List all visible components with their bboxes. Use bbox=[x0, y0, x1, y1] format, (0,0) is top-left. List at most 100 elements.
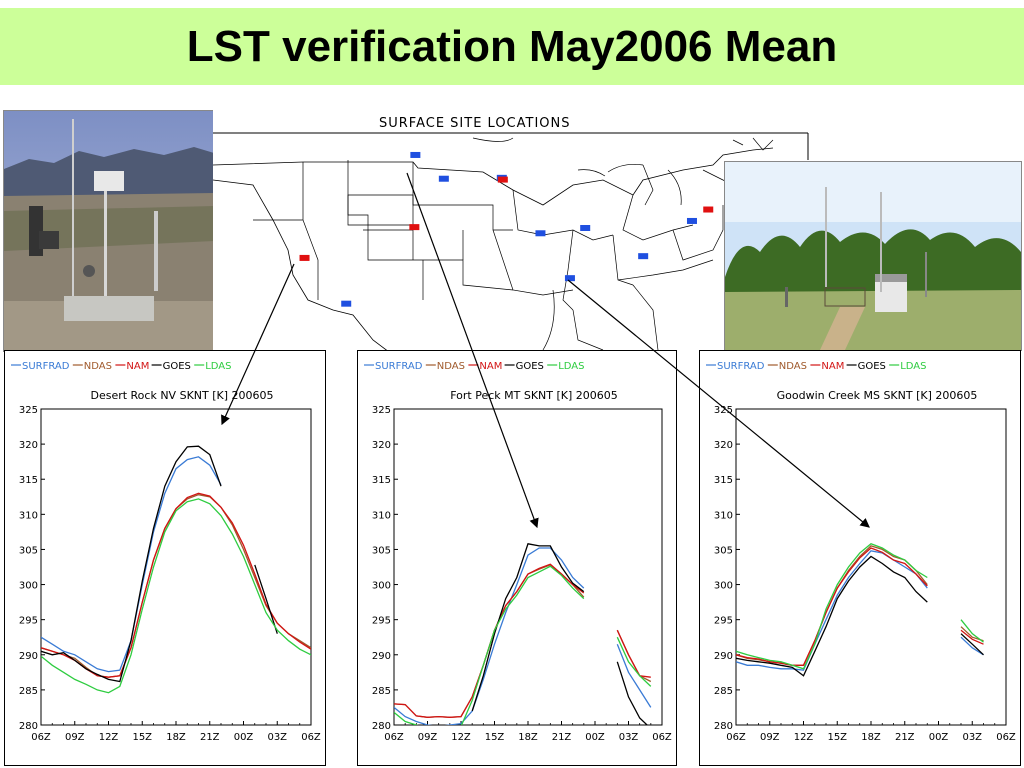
site-marker-9 bbox=[638, 253, 649, 260]
x-tick-label: 06Z bbox=[726, 732, 746, 743]
x-tick-label: 15Z bbox=[132, 732, 152, 743]
legend-label-ldas: LDAS bbox=[900, 361, 926, 372]
site-marker-11 bbox=[299, 254, 310, 261]
y-tick-label: 300 bbox=[714, 581, 733, 592]
slide-title: LST verification May2006 Mean bbox=[186, 21, 838, 71]
x-tick-label: 06Z bbox=[384, 732, 404, 743]
x-tick-label: 21Z bbox=[552, 732, 572, 743]
y-tick-label: 315 bbox=[372, 475, 391, 486]
x-tick-label: 00Z bbox=[234, 732, 254, 743]
series-line-nam bbox=[41, 492, 311, 678]
legend-label-ndas: NDAS bbox=[437, 361, 465, 372]
chart-title: Goodwin Creek MS SKNT [K] 200605 bbox=[777, 389, 978, 402]
grassland-site-photo bbox=[724, 161, 1022, 351]
site-marker-8 bbox=[703, 206, 714, 213]
x-tick-label: 15Z bbox=[485, 732, 505, 743]
y-tick-label: 320 bbox=[19, 440, 38, 451]
y-tick-label: 300 bbox=[372, 581, 391, 592]
series-line-ndas bbox=[394, 564, 652, 718]
y-tick-label: 285 bbox=[19, 686, 38, 697]
x-tick-label: 03Z bbox=[267, 732, 287, 743]
legend-label-ldas: LDAS bbox=[558, 361, 584, 372]
legend-label-surfrad: SURFRAD bbox=[22, 361, 70, 372]
x-tick-label: 03Z bbox=[962, 732, 982, 743]
y-tick-label: 280 bbox=[372, 721, 391, 732]
x-tick-label: 00Z bbox=[929, 732, 949, 743]
x-tick-label: 00Z bbox=[585, 732, 605, 743]
x-tick-label: 06Z bbox=[31, 732, 51, 743]
chart-desert-rock: SURFRAD NDAS NAM GOES LDAS Desert Rock NV SKN… bbox=[11, 361, 321, 743]
x-tick-label: 06Z bbox=[996, 732, 1016, 743]
y-tick-label: 305 bbox=[714, 545, 733, 556]
series-line-ldas bbox=[41, 498, 311, 694]
x-tick-label: 15Z bbox=[827, 732, 847, 743]
legend-label-surfrad: SURFRAD bbox=[375, 361, 423, 372]
y-tick-label: 290 bbox=[19, 651, 38, 662]
x-tick-label: 21Z bbox=[200, 732, 220, 743]
map-title: SURFACE SITE LOCATIONS bbox=[379, 116, 571, 131]
series-line-ldas bbox=[394, 565, 652, 725]
x-tick-label: 18Z bbox=[861, 732, 881, 743]
legend-label-nam: NAM bbox=[479, 361, 502, 372]
y-tick-label: 290 bbox=[714, 651, 733, 662]
y-tick-label: 280 bbox=[19, 721, 38, 732]
x-tick-label: 18Z bbox=[166, 732, 186, 743]
series-line-goes bbox=[41, 445, 278, 683]
x-tick-label: 06Z bbox=[652, 732, 672, 743]
chart-panel-goodwin-creek: SURFRAD NDAS NAM GOES LDAS Goodwin Creek MS S… bbox=[699, 350, 1021, 766]
chart-goodwin-creek: SURFRAD NDAS NAM GOES LDAS Goodwin Creek MS S… bbox=[706, 361, 1016, 743]
y-tick-label: 310 bbox=[19, 510, 38, 521]
site-marker-4 bbox=[409, 224, 420, 231]
x-tick-label: 12Z bbox=[451, 732, 471, 743]
site-location-map bbox=[212, 110, 813, 360]
site-marker-3 bbox=[497, 176, 508, 183]
legend-label-ldas: LDAS bbox=[205, 361, 231, 372]
site-marker-5 bbox=[535, 230, 546, 237]
series-line-nam bbox=[736, 547, 984, 666]
y-tick-label: 305 bbox=[19, 545, 38, 556]
chart-fort-peck: SURFRAD NDAS NAM GOES LDAS Fort Peck MT SKNT … bbox=[364, 361, 672, 743]
y-tick-label: 305 bbox=[372, 545, 391, 556]
legend-label-goes: GOES bbox=[858, 361, 886, 372]
y-tick-label: 300 bbox=[19, 581, 38, 592]
y-tick-label: 325 bbox=[19, 405, 38, 416]
site-marker-1 bbox=[438, 175, 449, 182]
chart-panel-fort-peck: SURFRAD NDAS NAM GOES LDAS Fort Peck MT SKNT … bbox=[357, 350, 677, 766]
x-tick-label: 12Z bbox=[99, 732, 119, 743]
legend-label-nam: NAM bbox=[126, 361, 149, 372]
chart-title: Fort Peck MT SKNT [K] 200605 bbox=[450, 389, 618, 402]
legend-label-nam: NAM bbox=[821, 361, 844, 372]
y-tick-label: 315 bbox=[19, 475, 38, 486]
series-line-ndas bbox=[41, 494, 311, 678]
x-tick-label: 21Z bbox=[895, 732, 915, 743]
series-line-ldas bbox=[736, 543, 984, 670]
x-tick-label: 18Z bbox=[518, 732, 538, 743]
site-marker-0 bbox=[410, 151, 421, 158]
y-tick-label: 280 bbox=[714, 721, 733, 732]
legend-label-ndas: NDAS bbox=[779, 361, 807, 372]
chart-title: Desert Rock NV SKNT [K] 200605 bbox=[90, 389, 273, 402]
x-tick-label: 09Z bbox=[65, 732, 85, 743]
site-marker-7 bbox=[686, 217, 697, 224]
x-tick-label: 09Z bbox=[760, 732, 780, 743]
y-tick-label: 320 bbox=[714, 440, 733, 451]
y-tick-label: 295 bbox=[714, 616, 733, 627]
site-marker-12 bbox=[341, 300, 352, 307]
legend-label-goes: GOES bbox=[163, 361, 191, 372]
legend-label-surfrad: SURFRAD bbox=[717, 361, 765, 372]
y-tick-label: 315 bbox=[714, 475, 733, 486]
x-tick-label: 03Z bbox=[619, 732, 639, 743]
series-line-surfrad bbox=[394, 547, 652, 725]
title-bar: LST verification May2006 Mean bbox=[0, 8, 1024, 85]
site-marker-10 bbox=[564, 275, 575, 282]
y-tick-label: 325 bbox=[714, 405, 733, 416]
series-line-surfrad bbox=[736, 550, 984, 671]
plot-frame bbox=[735, 408, 1007, 726]
series-line-goes bbox=[736, 555, 984, 677]
y-tick-label: 285 bbox=[714, 686, 733, 697]
desert-site-photo bbox=[3, 110, 215, 352]
series-line-goes bbox=[471, 543, 649, 725]
y-tick-label: 310 bbox=[714, 510, 733, 521]
x-tick-label: 09Z bbox=[418, 732, 438, 743]
legend-label-goes: GOES bbox=[516, 361, 544, 372]
